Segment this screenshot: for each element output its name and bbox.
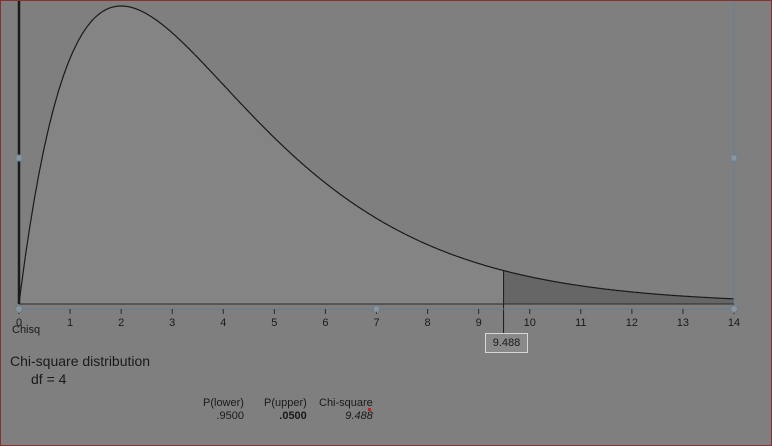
upper-tail-shaded-region	[503, 270, 734, 304]
chi-square-column: Chi-square 9.488	[319, 397, 373, 423]
p-upper-column: P(upper) .0500	[264, 397, 307, 423]
x-tick-label: 9	[476, 317, 482, 329]
x-tick-label: 11	[575, 317, 586, 329]
p-lower-value[interactable]: .9500	[216, 410, 244, 422]
right-resize-handle[interactable]	[730, 154, 738, 162]
edited-value-marker	[368, 408, 371, 411]
x-tick-label: 4	[220, 317, 226, 329]
distribution-title: Chi-square distribution	[10, 353, 151, 369]
critical-value-box[interactable]: 9.488	[485, 333, 528, 353]
p-lower-column: P(lower) .9500	[203, 397, 244, 423]
x-tick-label: 0	[16, 317, 22, 329]
axis-left-handle[interactable]	[15, 305, 23, 313]
distribution-plot[interactable]: 0 1 2 3 4 5 6 7 8 9 10 11 12 13 14	[1, 1, 771, 341]
x-tick-label: 14	[728, 317, 740, 329]
x-tick-label: 2	[118, 317, 124, 329]
chi-square-value[interactable]: 9.488	[345, 410, 373, 422]
df-label[interactable]: df = 4	[31, 371, 67, 387]
p-upper-header: P(upper)	[264, 397, 307, 409]
x-tick-label: 1	[67, 317, 73, 329]
x-tick-label: 8	[425, 317, 431, 329]
x-tick-label: 12	[626, 317, 638, 329]
density-curve	[18, 5, 734, 305]
x-tick-label: 3	[169, 317, 175, 329]
x-tick-label: 13	[677, 317, 689, 329]
p-lower-header: P(lower)	[203, 397, 244, 409]
x-tick-label: 7	[373, 317, 379, 329]
x-tick-label: 10	[524, 317, 536, 329]
x-tick-label: 6	[322, 317, 328, 329]
density-area	[19, 6, 734, 304]
axis-right-handle[interactable]	[730, 305, 738, 313]
chi-square-header: Chi-square	[319, 397, 373, 409]
p-upper-value[interactable]: .0500	[279, 410, 307, 422]
left-resize-handle[interactable]	[15, 154, 23, 162]
axis-center-handle[interactable]	[373, 305, 380, 313]
x-tick-label: 5	[271, 317, 277, 329]
variable-name-label: Chisq	[12, 324, 41, 336]
